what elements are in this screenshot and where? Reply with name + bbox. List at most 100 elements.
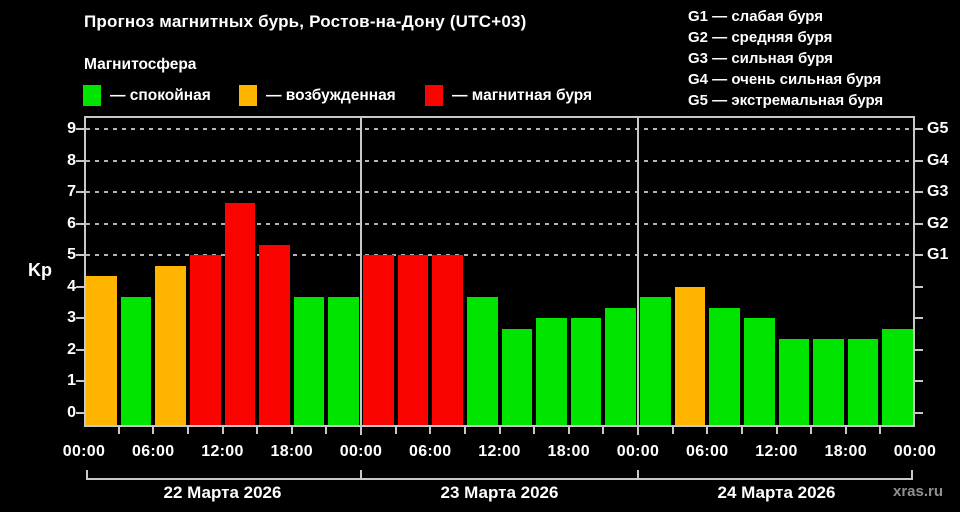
x-axis-tick <box>775 427 778 434</box>
x-tick-label: 18:00 <box>824 443 867 460</box>
x-axis-tick <box>290 427 293 434</box>
x-axis-tick <box>221 427 224 434</box>
y-tick-label: 0 <box>67 404 76 421</box>
y-tick-label: 8 <box>67 151 76 169</box>
kp-bar <box>397 255 429 427</box>
legend-label-excited: — возбужденная <box>266 86 396 104</box>
x-tick-label: 00:00 <box>616 443 660 460</box>
plot-border-bottom <box>84 425 915 427</box>
x-axis-tick <box>844 427 847 434</box>
x-tick-label: 00:00 <box>339 443 383 460</box>
x-tick-label: 06:00 <box>132 443 175 460</box>
right-axis-tick <box>915 159 923 162</box>
kp-bar <box>847 339 879 427</box>
day-bracket-line <box>86 478 913 480</box>
x-axis-tick <box>117 427 120 434</box>
x-axis-tick <box>810 427 813 434</box>
right-axis-tick <box>915 191 923 194</box>
gridline-kp7 <box>86 191 913 194</box>
x-tick-label: 12:00 <box>755 443 798 460</box>
day-label: 23 Марта 2026 <box>440 483 559 502</box>
x-axis-tick <box>394 427 397 434</box>
kp-bar <box>570 318 602 427</box>
kp-bar <box>120 297 152 427</box>
y-axis-tick <box>76 348 84 351</box>
x-axis-tick <box>325 427 328 434</box>
g-level-label-g3: G3 <box>927 183 949 201</box>
g-legend-line-g4: G4 — очень сильная буря <box>688 71 882 88</box>
gridline-kp8 <box>86 159 913 162</box>
y-axis-tick <box>76 380 84 383</box>
y-tick-label: 9 <box>67 120 76 138</box>
legend-item-storm: — магнитная буря <box>425 85 592 106</box>
x-axis-tick <box>567 427 570 434</box>
x-axis-tick <box>706 427 709 434</box>
day-bracket-tick <box>360 470 362 480</box>
day-separator-line <box>360 116 362 435</box>
g-legend-line-g1: G1 — слабая буря <box>688 8 824 25</box>
kp-bar <box>86 276 117 427</box>
x-tick-label: 12:00 <box>201 443 244 460</box>
x-tick-label: 06:00 <box>686 443 729 460</box>
y-axis-tick <box>76 285 84 288</box>
x-tick-label: 18:00 <box>270 443 313 460</box>
y-axis-tick <box>76 412 84 414</box>
y-tick-label: 2 <box>67 340 76 358</box>
right-axis-tick <box>915 254 923 257</box>
g-level-label-g1: G1 <box>927 246 949 264</box>
page-title: Прогноз магнитных бурь, Ростов-на-Дону (… <box>84 12 527 31</box>
y-axis-tick <box>76 159 84 162</box>
x-tick-label: 00:00 <box>62 443 106 460</box>
plot-border-top <box>84 116 915 118</box>
chart-subtitle: Магнитосфера <box>84 56 197 73</box>
legend-label-calm: — спокойная <box>110 86 211 104</box>
x-axis-tick <box>671 427 674 434</box>
right-axis-tick <box>915 412 923 414</box>
gridline-kp6 <box>86 222 913 225</box>
kp-bar <box>778 339 810 427</box>
gridline-kp9 <box>86 128 913 131</box>
kp-bar <box>640 297 671 427</box>
y-axis-tick <box>76 317 84 320</box>
right-axis-tick <box>915 285 923 288</box>
y-axis-title-kp: Kp <box>28 260 52 280</box>
y-tick-label: 5 <box>67 246 76 264</box>
x-tick-label: 18:00 <box>547 443 590 460</box>
kp-bar-chart: 0 1 2 3 4 5 6 7 8 9 G1 G2 G3 G4 G5 00:00 06:00 12:00 18:00… <box>63 116 948 502</box>
kp-bar <box>328 297 359 427</box>
legend-item-calm: — спокойная <box>83 85 211 106</box>
right-axis-tick <box>915 317 923 320</box>
y-axis-tick <box>76 128 84 131</box>
day-separator-line <box>637 116 639 435</box>
y-axis-tick <box>76 222 84 225</box>
y-tick-label: 6 <box>67 214 76 232</box>
kp-bar <box>536 318 567 427</box>
x-axis-tick <box>186 427 189 434</box>
day-bracket-tick <box>86 470 88 480</box>
right-axis-tick <box>915 128 923 131</box>
g-legend-line-g5: G5 — экстремальная буря <box>688 92 884 109</box>
kp-bar <box>363 255 394 427</box>
kp-bar <box>813 339 844 427</box>
right-axis-tick <box>915 380 923 383</box>
g-level-label-g2: G2 <box>927 214 949 232</box>
y-axis-tick <box>76 254 84 257</box>
day-label: 24 Марта 2026 <box>717 483 836 502</box>
x-axis-tick <box>463 427 466 434</box>
right-axis-tick <box>915 222 923 225</box>
kp-bar <box>259 244 290 427</box>
y-tick-label: 3 <box>67 309 76 327</box>
x-axis-tick <box>152 427 155 434</box>
kp-bar <box>224 202 256 427</box>
g-scale-legend: G1 — слабая буря G2 — средняя буря G3 — … <box>688 6 883 111</box>
plot-border-left <box>84 116 86 427</box>
kp-bar <box>674 286 706 427</box>
y-axis-tick <box>76 191 84 194</box>
x-axis-tick <box>256 427 259 434</box>
x-axis-tick <box>533 427 536 434</box>
plot-border-right <box>913 116 915 427</box>
storm-color-swatch <box>425 85 443 106</box>
x-axis-tick <box>498 427 501 434</box>
kp-bar <box>743 318 775 427</box>
